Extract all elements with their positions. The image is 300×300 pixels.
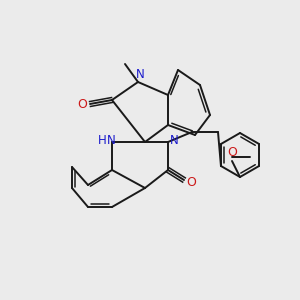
Text: O: O xyxy=(186,176,196,188)
Text: N: N xyxy=(106,134,116,146)
Text: O: O xyxy=(227,146,237,160)
Text: H: H xyxy=(98,134,106,146)
Text: N: N xyxy=(169,134,178,146)
Text: N: N xyxy=(136,68,144,80)
Text: O: O xyxy=(77,98,87,110)
